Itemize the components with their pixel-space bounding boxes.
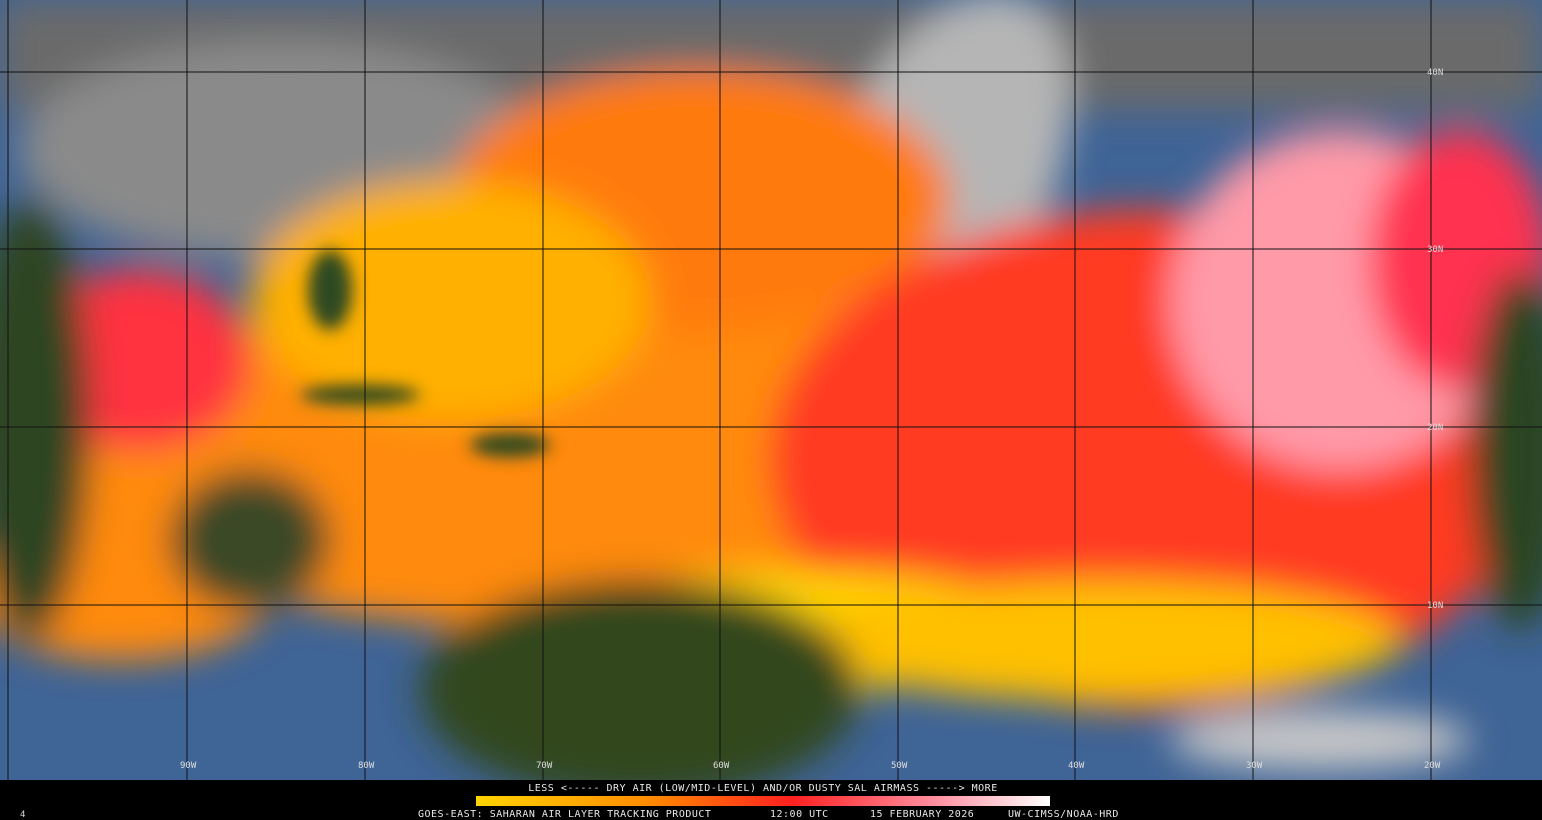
- corner-label: 4: [20, 810, 25, 820]
- longitude-label: 80W: [358, 761, 375, 771]
- date: 15 FEBRUARY 2026: [870, 809, 974, 820]
- latitude-label: 20N: [1427, 423, 1443, 433]
- longitude-label: 50W: [891, 761, 908, 771]
- latitude-label: 30N: [1427, 245, 1443, 255]
- longitude-label: 60W: [713, 761, 730, 771]
- longitude-label: 30W: [1246, 761, 1263, 771]
- graticule-labels: 40N 30N 20N 10N 90W 80W 70W 60W 50W 40W 30W 20W: [180, 68, 1443, 771]
- longitude-label: 20W: [1424, 761, 1441, 771]
- latitude-label: 10N: [1427, 601, 1443, 611]
- longitude-label: 70W: [536, 761, 553, 771]
- longitude-label: 90W: [180, 761, 197, 771]
- time: 12:00 UTC: [770, 809, 829, 820]
- color-scale: [476, 796, 1050, 806]
- graticule: [0, 0, 1542, 780]
- imagery: [0, 0, 1542, 800]
- product-name: GOES-EAST: SAHARAN AIR LAYER TRACKING PR…: [418, 809, 711, 820]
- legend-text: LESS <----- DRY AIR (LOW/MID-LEVEL) AND/…: [528, 783, 997, 794]
- longitude-label: 40W: [1068, 761, 1085, 771]
- latitude-label: 40N: [1427, 68, 1443, 78]
- credit: UW-CIMSS/NOAA-HRD: [1008, 809, 1119, 820]
